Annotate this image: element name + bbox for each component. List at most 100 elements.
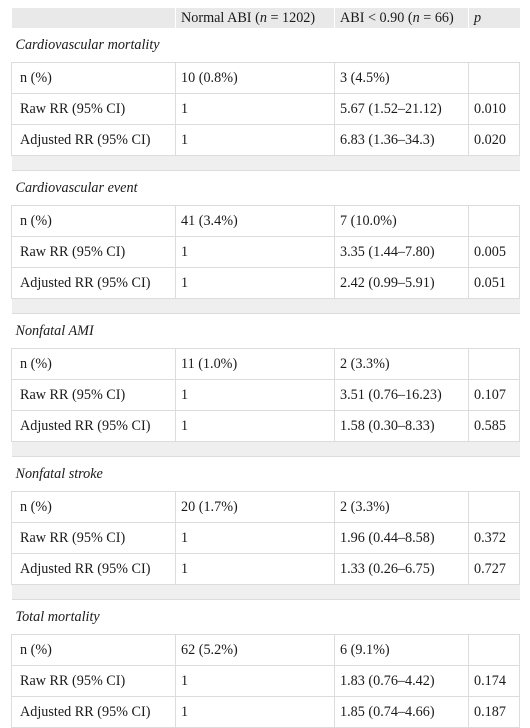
- section-header-row: Nonfatal stroke: [11, 456, 520, 492]
- row-label: n (%): [11, 634, 176, 666]
- p-value: [468, 205, 520, 237]
- spacer-cell: [11, 441, 520, 457]
- section-spacer: [11, 441, 520, 457]
- low-abi-value: 1.33 (0.26–6.75): [334, 553, 469, 585]
- row-label: Adjusted RR (95% CI): [11, 267, 176, 299]
- normal-abi-value: 10 (0.8%): [175, 62, 335, 94]
- section-title: Total mortality: [11, 599, 520, 635]
- table-header: Normal ABI (n = 1202) ABI < 0.90 (n = 66…: [11, 8, 520, 28]
- p-value: [468, 634, 520, 666]
- section-header-row: Nonfatal AMI: [11, 313, 520, 349]
- low-abi-value: 3 (4.5%): [334, 62, 469, 94]
- low-abi-value: 2.42 (0.99–5.91): [334, 267, 469, 299]
- low-abi-value: 6 (9.1%): [334, 634, 469, 666]
- p-value: 0.051: [468, 267, 520, 299]
- low-abi-value: 1.85 (0.74–4.66): [334, 696, 469, 728]
- low-abi-value: 2 (3.3%): [334, 491, 469, 523]
- header-normal-abi: Normal ABI (n = 1202): [175, 8, 335, 28]
- section-title: Cardiovascular event: [11, 170, 520, 206]
- row-label: n (%): [11, 348, 176, 380]
- row-label: Raw RR (95% CI): [11, 236, 176, 268]
- row-label: Adjusted RR (95% CI): [11, 124, 176, 156]
- normal-abi-value: 1: [175, 93, 335, 125]
- low-abi-value: 6.83 (1.36–34.3): [334, 124, 469, 156]
- section-spacer: [11, 298, 520, 314]
- header-row: Normal ABI (n = 1202) ABI < 0.90 (n = 66…: [11, 8, 520, 28]
- section-spacer: [11, 584, 520, 600]
- low-abi-value: 7 (10.0%): [334, 205, 469, 237]
- p-value: 0.372: [468, 522, 520, 554]
- normal-abi-value: 1: [175, 410, 335, 442]
- table-row: Raw RR (95% CI) 1 3.35 (1.44–7.80) 0.005: [11, 236, 520, 268]
- normal-abi-value: 1: [175, 236, 335, 268]
- low-abi-value: 5.67 (1.52–21.12): [334, 93, 469, 125]
- table-row: Adjusted RR (95% CI) 1 1.58 (0.30–8.33) 0.5…: [11, 410, 520, 442]
- table-body: Cardiovascular mortality n (%) 10 (0.8%) 3 …: [11, 28, 520, 728]
- p-value: 0.010: [468, 93, 520, 125]
- normal-abi-value: 62 (5.2%): [175, 634, 335, 666]
- section-title: Cardiovascular mortality: [11, 28, 520, 63]
- header-low-abi: ABI < 0.90 (n = 66): [334, 8, 469, 28]
- p-value: 0.020: [468, 124, 520, 156]
- normal-abi-value: 1: [175, 553, 335, 585]
- header-p-label: p: [474, 9, 482, 26]
- p-value: 0.107: [468, 379, 520, 411]
- row-label: Adjusted RR (95% CI): [11, 410, 176, 442]
- spacer-cell: [11, 298, 520, 314]
- normal-abi-value: 1: [175, 267, 335, 299]
- table-row: Raw RR (95% CI) 1 1.96 (0.44–8.58) 0.372: [11, 522, 520, 554]
- header-normal-prefix: Normal ABI (: [181, 9, 260, 26]
- low-abi-value: 2 (3.3%): [334, 348, 469, 380]
- normal-abi-value: 20 (1.7%): [175, 491, 335, 523]
- p-value: 0.005: [468, 236, 520, 268]
- p-value: 0.585: [468, 410, 520, 442]
- row-label: n (%): [11, 205, 176, 237]
- normal-abi-value: 11 (1.0%): [175, 348, 335, 380]
- spacer-cell: [11, 584, 520, 600]
- table-row: Adjusted RR (95% CI) 1 1.85 (0.74–4.66) 0.1…: [11, 696, 520, 728]
- header-low-suffix: = 66): [419, 9, 454, 26]
- results-table: Normal ABI (n = 1202) ABI < 0.90 (n = 66…: [11, 8, 520, 728]
- table-row: n (%) 20 (1.7%) 2 (3.3%): [11, 491, 520, 523]
- normal-abi-value: 41 (3.4%): [175, 205, 335, 237]
- normal-abi-value: 1: [175, 665, 335, 697]
- section-title: Nonfatal stroke: [11, 456, 520, 492]
- header-p-value: p: [468, 8, 520, 28]
- row-label: Raw RR (95% CI): [11, 522, 176, 554]
- low-abi-value: 1.96 (0.44–8.58): [334, 522, 469, 554]
- table-row: Adjusted RR (95% CI) 1 2.42 (0.99–5.91) 0.0…: [11, 267, 520, 299]
- table-row: Adjusted RR (95% CI) 1 1.33 (0.26–6.75) 0.7…: [11, 553, 520, 585]
- section-spacer: [11, 155, 520, 171]
- table-row: n (%) 62 (5.2%) 6 (9.1%): [11, 634, 520, 666]
- table-row: Raw RR (95% CI) 1 5.67 (1.52–21.12) 0.010: [11, 93, 520, 125]
- row-label: Raw RR (95% CI): [11, 665, 176, 697]
- table-row: n (%) 11 (1.0%) 2 (3.3%): [11, 348, 520, 380]
- normal-abi-value: 1: [175, 696, 335, 728]
- section-header-row: Cardiovascular mortality: [11, 28, 520, 63]
- normal-abi-value: 1: [175, 124, 335, 156]
- normal-abi-value: 1: [175, 522, 335, 554]
- p-value: 0.174: [468, 665, 520, 697]
- low-abi-value: 1.83 (0.76–4.42): [334, 665, 469, 697]
- row-label: n (%): [11, 62, 176, 94]
- table-row: Raw RR (95% CI) 1 3.51 (0.76–16.23) 0.107: [11, 379, 520, 411]
- section-header-row: Total mortality: [11, 599, 520, 635]
- row-label: Adjusted RR (95% CI): [11, 553, 176, 585]
- row-label: n (%): [11, 491, 176, 523]
- low-abi-value: 3.35 (1.44–7.80): [334, 236, 469, 268]
- row-label: Adjusted RR (95% CI): [11, 696, 176, 728]
- p-value: [468, 348, 520, 380]
- row-label: Raw RR (95% CI): [11, 379, 176, 411]
- header-normal-suffix: = 1202): [266, 9, 316, 26]
- row-label: Raw RR (95% CI): [11, 93, 176, 125]
- low-abi-value: 3.51 (0.76–16.23): [334, 379, 469, 411]
- p-value: [468, 62, 520, 94]
- spacer-cell: [11, 155, 520, 171]
- table-row: Raw RR (95% CI) 1 1.83 (0.76–4.42) 0.174: [11, 665, 520, 697]
- p-value: [468, 491, 520, 523]
- table-row: n (%) 10 (0.8%) 3 (4.5%): [11, 62, 520, 94]
- header-blank-cell: [11, 8, 176, 28]
- header-normal-n: n: [259, 9, 267, 26]
- table-row: Adjusted RR (95% CI) 1 6.83 (1.36–34.3) 0.0…: [11, 124, 520, 156]
- section-header-row: Cardiovascular event: [11, 170, 520, 206]
